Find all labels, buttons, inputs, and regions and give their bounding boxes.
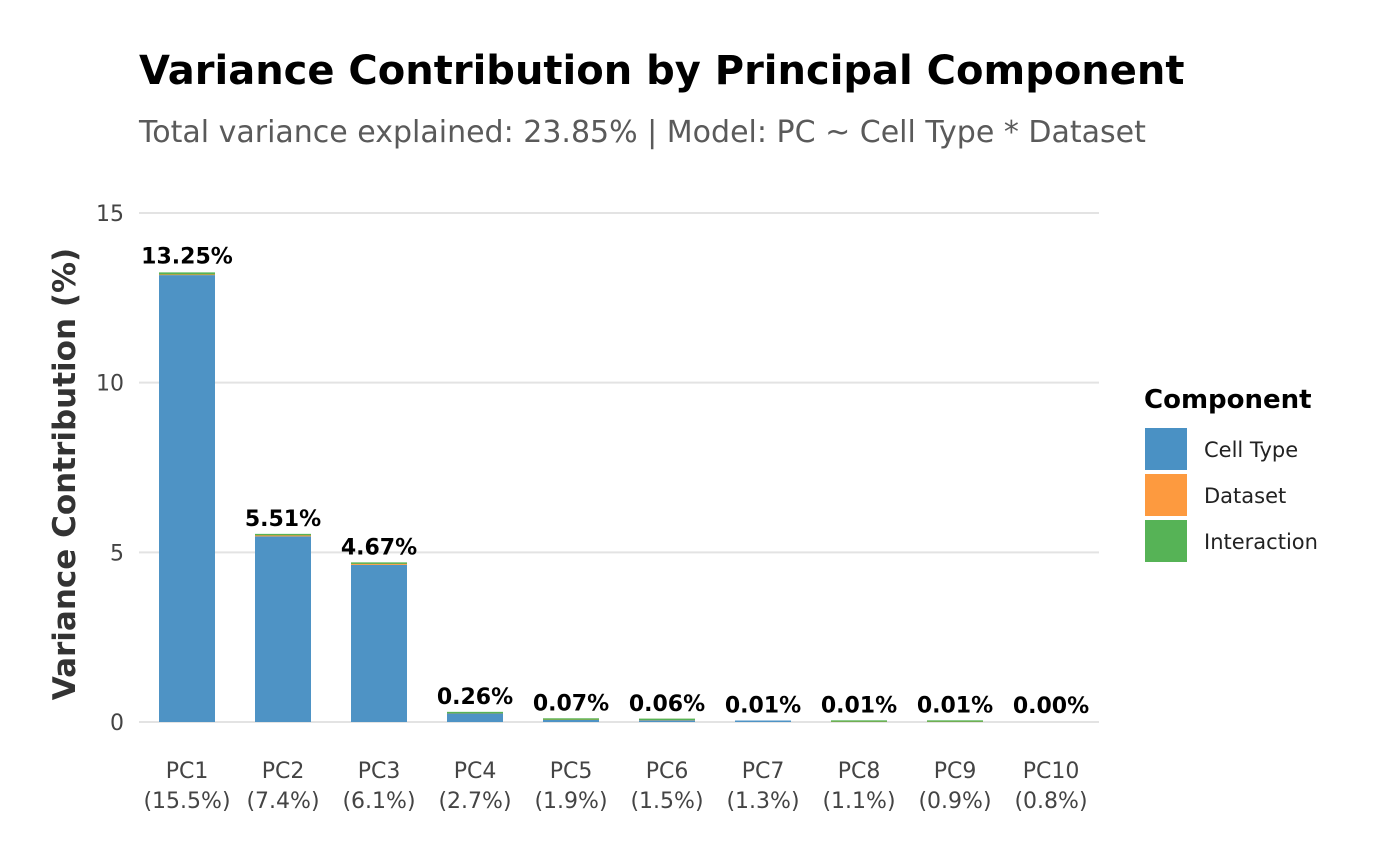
y-tick-label: 0 [110,711,124,736]
x-tick-sublabel: (1.3%) [726,789,799,814]
data-label-pc1: 13.25% [141,244,233,269]
y-tick-label: 10 [96,372,124,397]
legend-swatch-interaction [1145,520,1187,562]
legend-label: Interaction [1204,530,1318,554]
bar-pc1-cell-type [159,275,215,722]
bar-pc5-interaction [543,718,599,720]
x-tick-label: PC2 [262,759,305,784]
bar-pc9-interaction [927,720,983,722]
data-labels: 13.25% 5.51% 4.67% 0.26% 0.07% 0.06% 0.01% 0.01… [141,244,1089,719]
y-axis-ticks: 0 5 10 15 [96,202,124,736]
legend-label: Dataset [1204,484,1286,508]
x-tick-sublabel: (1.1%) [822,789,895,814]
bar-pc6-cell-type [639,720,695,722]
x-tick-label: PC9 [934,759,977,784]
bar-pc3-cell-type [351,564,407,722]
bar-pc2-cell-type [255,536,311,722]
bar-pc5-cell-type [543,719,599,722]
x-tick-sublabel: (6.1%) [342,789,415,814]
x-tick-label: PC3 [358,759,401,784]
data-label-pc6: 0.06% [629,692,705,717]
bar-pc6-interaction [639,718,695,721]
legend: Component Cell Type Dataset Interaction [1144,385,1318,562]
legend-items: Cell Type Dataset Interaction [1145,428,1318,562]
x-tick-sublabel: (2.7%) [438,789,511,814]
x-tick-label: PC5 [550,759,593,784]
x-tick-sublabel: (0.8%) [1014,789,1087,814]
bar-pc3-interaction [351,562,407,564]
bar-pc1-interaction [159,272,215,275]
x-tick-label: PC10 [1023,759,1080,784]
x-axis-categories: PC1 (15.5%) PC2 (7.4%) PC3 (6.1%) PC4 (2.7%) PC5… [143,759,1087,814]
y-axis-label: Variance Contribution (%) [47,248,83,700]
x-tick-label: PC6 [646,759,689,784]
x-tick-sublabel: (15.5%) [143,789,230,814]
bar-pc2-interaction [255,533,311,536]
legend-swatch-dataset [1145,474,1187,516]
x-tick-label: PC1 [166,759,209,784]
bar-pc3-dataset [351,563,407,565]
x-tick-sublabel: (7.4%) [246,789,319,814]
x-tick-sublabel: (0.9%) [918,789,991,814]
legend-title: Component [1144,385,1312,415]
legend-label: Cell Type [1204,438,1298,462]
y-tick-label: 5 [110,541,124,566]
data-label-pc3: 4.67% [341,536,417,561]
y-tick-label: 15 [96,202,124,227]
x-tick-sublabel: (1.5%) [630,789,703,814]
bar-pc2-dataset [255,534,311,537]
data-label-pc10: 0.00% [1013,694,1089,719]
x-tick-label: PC4 [454,759,497,784]
data-label-pc4: 0.26% [437,685,513,710]
chart-subtitle: Total variance explained: 23.85% | Model… [138,115,1146,150]
data-label-pc5: 0.07% [533,692,609,717]
data-label-pc8: 0.01% [821,694,897,719]
data-label-pc9: 0.01% [917,694,993,719]
legend-swatch-cell-type [1145,428,1187,470]
chart-title: Variance Contribution by Principal Compo… [139,48,1185,94]
x-tick-label: PC8 [838,759,881,784]
x-tick-sublabel: (1.9%) [534,789,607,814]
bar-pc7-cell-type [735,720,791,722]
x-tick-label: PC7 [742,759,785,784]
bar-pc8-interaction [831,720,887,722]
bar-pc4-cell-type [447,713,503,722]
bar-pc4-interaction [447,711,503,714]
data-label-pc7: 0.01% [725,694,801,719]
bars [159,272,983,722]
data-label-pc2: 5.51% [245,507,321,532]
